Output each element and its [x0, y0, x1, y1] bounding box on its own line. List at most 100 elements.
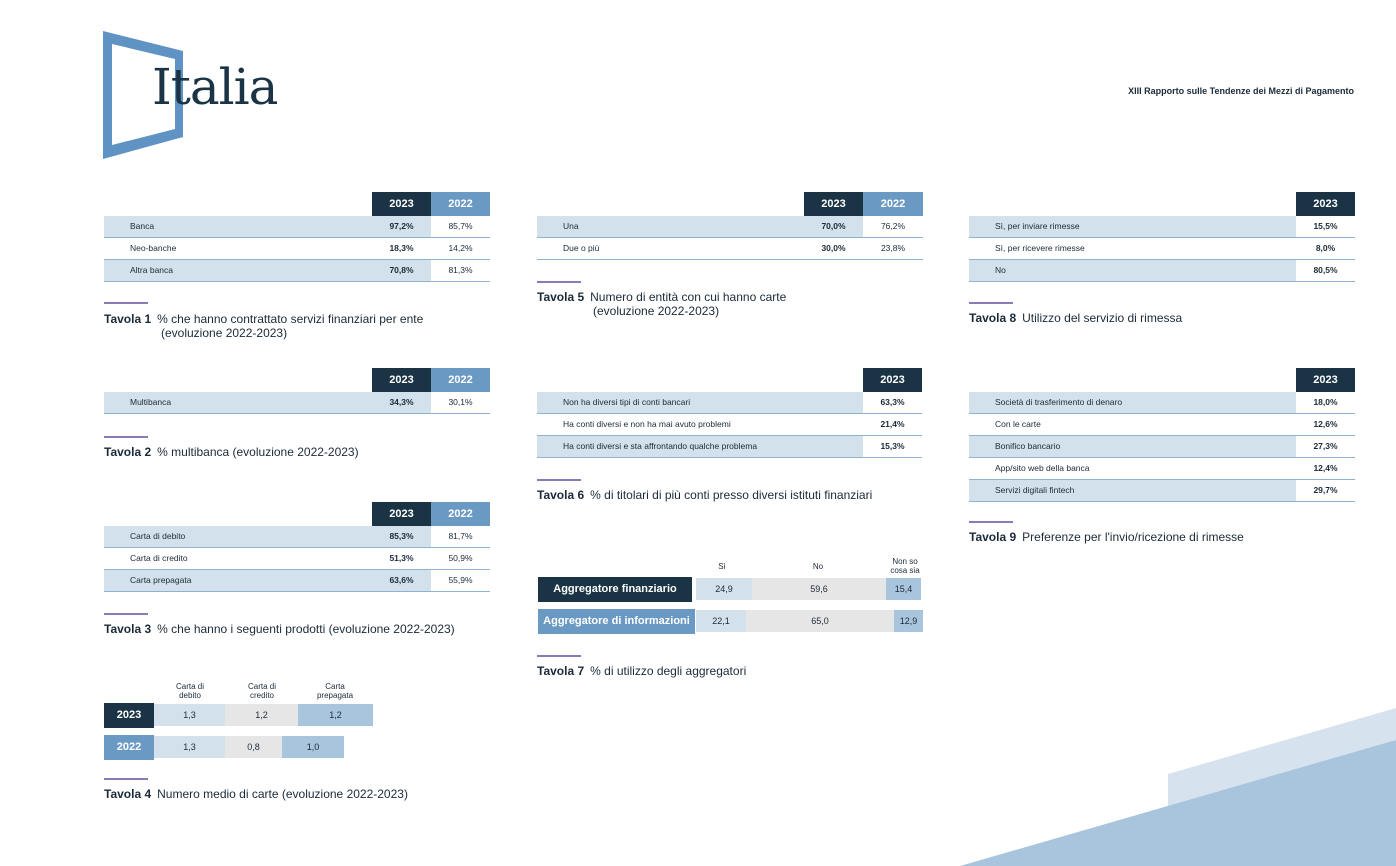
value-2023: 34,3%	[389, 397, 414, 407]
caption-text: Numero medio di carte (evoluzione 2022-2…	[157, 787, 408, 801]
table-row: Altra banca 70,8% 81,3%	[104, 260, 490, 282]
row-label: Bonifico bancario	[995, 441, 1061, 451]
value-2023: 70,0%	[821, 221, 846, 231]
table-row: Sì, per inviare rimesse 15,5%	[969, 216, 1355, 238]
value-2022: 30,1%	[431, 392, 490, 413]
caption-text: Preferenze per l'invio/ricezione di rime…	[1022, 530, 1244, 544]
header-2022: 2022	[431, 192, 490, 216]
row-label: Carta di debito	[130, 531, 186, 541]
row-label: Multibanca	[130, 397, 172, 407]
table-row: Bonifico bancario 27,3%	[969, 436, 1355, 458]
header-2022: 2022	[431, 368, 490, 392]
table-1: 2023 2022 Banca 97,2% 85,7% Neo-banche 1…	[104, 192, 490, 282]
table-number: Tavola 5	[537, 290, 585, 304]
caption-8: Tavola 8 Utilizzo del servizio di rimessa	[969, 311, 1182, 325]
table-row: Ha conti diversi e non ha mai avuto prob…	[537, 414, 922, 436]
header-2023: 2023	[863, 368, 922, 392]
bar-segment-si: 22,1	[696, 610, 746, 632]
row-label: Non ha diversi tipi di conti bancari	[563, 397, 691, 407]
table-row: Carta di credito 51,3% 50,9%	[104, 548, 490, 570]
table-row: Con le carte 12,6%	[969, 414, 1355, 436]
bar-segment: 0,8	[225, 736, 282, 758]
table-3: 2023 2022 Carta di debito 85,3% 81,7% Ca…	[104, 502, 490, 592]
value-2023: 18,0%	[1296, 392, 1355, 413]
caption-line	[104, 613, 148, 615]
table-number: Tavola 2	[104, 445, 152, 459]
caption-text: % che hanno i seguenti prodotti (evoluzi…	[157, 622, 455, 636]
table-5: 2023 2022 Una 70,0% 76,2% Due o più 30,0…	[537, 192, 923, 260]
caption-text: % multibanca (evoluzione 2022-2023)	[157, 445, 359, 459]
table-9: 2023 Società di trasferimento di denaro …	[969, 368, 1355, 502]
table-number: Tavola 4	[104, 787, 152, 801]
row-label: Carta di credito	[130, 553, 188, 563]
value-2023: 27,3%	[1296, 436, 1355, 457]
bar-segment-no: 65,0	[746, 610, 894, 632]
row-label-aggregatore-informazioni: Aggregatore di informazioni	[538, 609, 695, 634]
value-2023: 21,4%	[880, 419, 905, 429]
header-2023: 2023	[1296, 368, 1355, 392]
table-row: Due o più 30,0% 23,8%	[537, 238, 923, 260]
value-2023: 30,0%	[821, 243, 846, 253]
table-row: Neo-banche 18,3% 14,2%	[104, 238, 490, 260]
page-title: Italia	[152, 58, 278, 116]
row-label: Neo-banche	[130, 243, 177, 253]
caption-line	[537, 281, 581, 283]
row-label: Altra banca	[130, 265, 173, 275]
table-number: Tavola 3	[104, 622, 152, 636]
bar-segment-non-so: 12,9	[894, 610, 923, 632]
column-header: Carta di credito	[247, 682, 276, 700]
row-label: Carta prepagata	[130, 575, 192, 585]
caption-line	[969, 302, 1013, 304]
row-label: Sì, per ricevere rimesse	[995, 243, 1085, 253]
row-label: No	[995, 265, 1006, 275]
row-label: Servizi digitali fintech	[995, 485, 1075, 495]
value-2023: 15,5%	[1296, 216, 1355, 237]
table-8: 2023 Sì, per inviare rimesse 15,5% Sì, p…	[969, 192, 1355, 282]
bar-segment: 1,0	[282, 736, 344, 758]
value-2022: 55,9%	[431, 570, 490, 591]
row-label: Ha conti diversi e sta affrontando qualc…	[563, 441, 758, 451]
year-label-2022: 2022	[104, 735, 154, 760]
header-2023: 2023	[372, 368, 431, 392]
column-header: Non so cosa sia	[890, 557, 920, 575]
bar-segment: 1,3	[154, 704, 225, 726]
caption-text: Utilizzo del servizio di rimessa	[1022, 311, 1183, 325]
bar-segment-si: 24,9	[696, 578, 752, 600]
caption-text: % di titolari di più conti presso divers…	[590, 488, 873, 502]
table-row: Multibanca 34,3% 30,1%	[104, 392, 490, 414]
table-row: Società di trasferimento di denaro 18,0%	[969, 392, 1355, 414]
table-row: Sì, per ricevere rimesse 8,0%	[969, 238, 1355, 260]
bar-segment-non-so: 15,4	[886, 578, 921, 600]
column-header: Sì	[718, 562, 726, 571]
caption-4: Tavola 4 Numero medio di carte (evoluzion…	[104, 787, 408, 801]
bar-aggregatore-finanziario: 24,9 59,6 15,4	[696, 578, 921, 600]
value-2023: 97,2%	[389, 221, 414, 231]
value-2023: 63,3%	[863, 392, 922, 413]
report-title: XIII Rapporto sulle Tendenze dei Mezzi d…	[1128, 86, 1354, 96]
caption-text: % che hanno contrattato servizi finanzia…	[157, 312, 424, 326]
row-label: Una	[563, 221, 579, 231]
bar-segment: 1,3	[154, 736, 225, 758]
table-number: Tavola 1	[104, 312, 152, 326]
row-label: Due o più	[563, 243, 600, 253]
caption-2: Tavola 2 % multibanca (evoluzione 2022-20…	[104, 445, 359, 459]
table-row: Carta di debito 85,3% 81,7%	[104, 526, 490, 548]
table-row: Servizi digitali fintech 29,7%	[969, 480, 1355, 502]
frame-logo	[103, 31, 183, 159]
row-label: Ha conti diversi e non ha mai avuto prob…	[563, 419, 731, 429]
caption-3: Tavola 3 % che hanno i seguenti prodotti …	[104, 622, 455, 636]
table-row: Ha conti diversi e sta affrontando qualc…	[537, 436, 922, 458]
header-2022: 2022	[431, 502, 490, 526]
value-2023: 29,7%	[1296, 480, 1355, 501]
header-2022: 2022	[863, 192, 923, 216]
table-6: 2023 Non ha diversi tipi di conti bancar…	[537, 368, 922, 458]
table-row: Carta prepagata 63,6% 55,9%	[104, 570, 490, 592]
caption-text: Numero di entità con cui hanno carte	[590, 290, 787, 304]
caption-text-2: (evoluzione 2022-2023)	[593, 304, 720, 318]
row-label-aggregatore-finanziario: Aggregatore finanziario	[538, 577, 692, 602]
header-2023: 2023	[372, 192, 431, 216]
row-label: Banca	[130, 221, 155, 231]
caption-9: Tavola 9 Preferenze per l'invio/ricezione…	[969, 530, 1244, 544]
caption-text-2: (evoluzione 2022-2023)	[161, 326, 288, 340]
table-row: No 80,5%	[969, 260, 1355, 282]
